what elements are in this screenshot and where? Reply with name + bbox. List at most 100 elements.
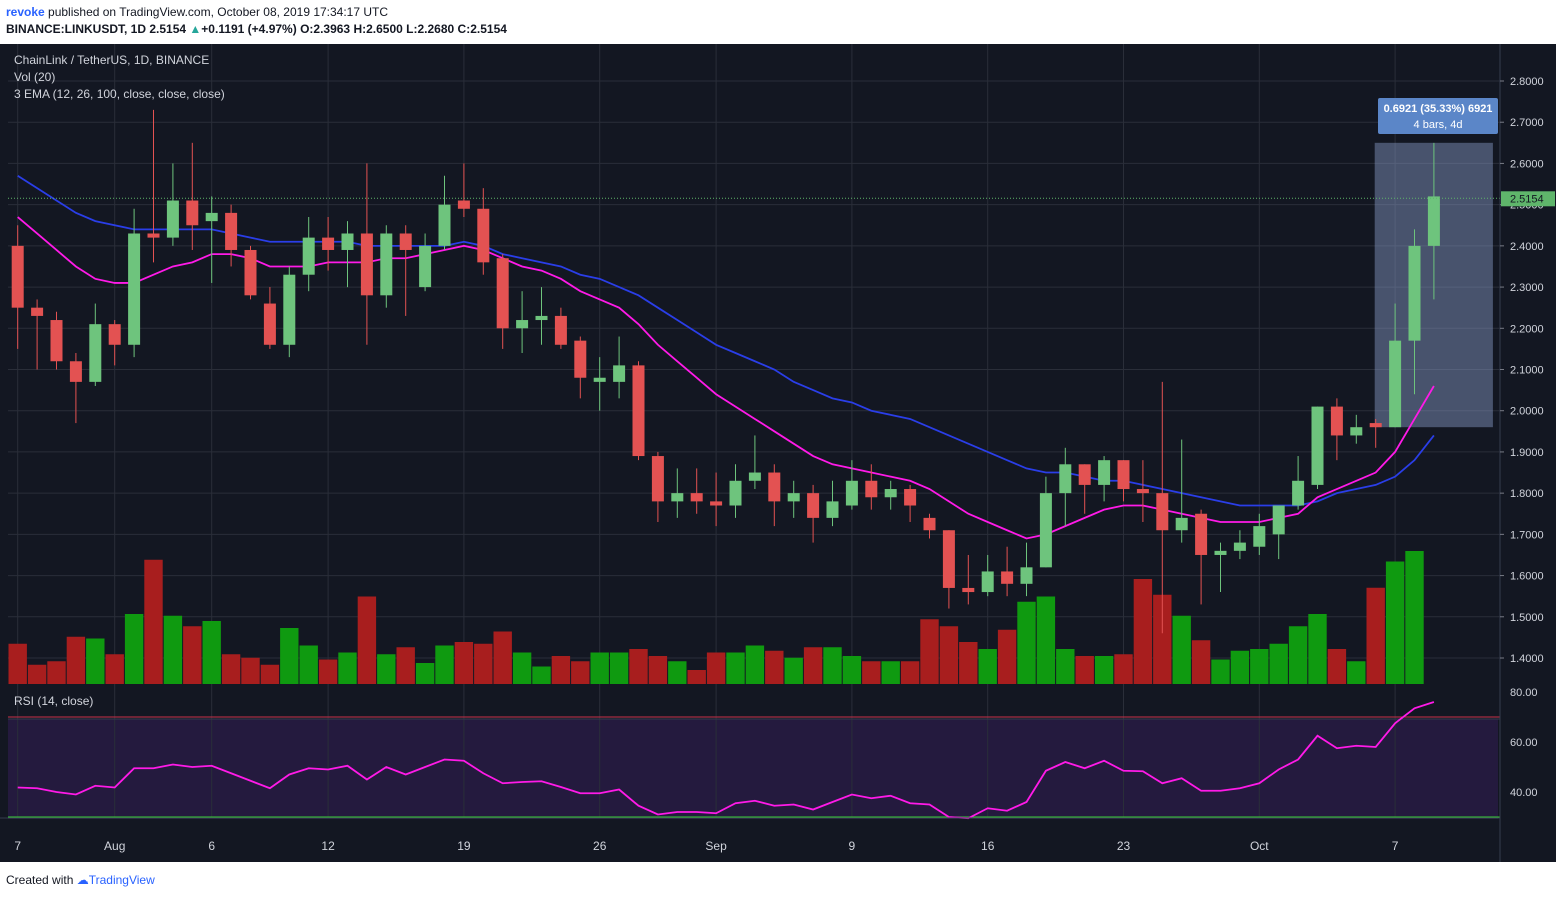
candle	[1175, 439, 1188, 543]
candle	[516, 291, 529, 354]
volume-bar	[1056, 649, 1075, 684]
volume-bar	[1327, 649, 1347, 684]
candle	[787, 480, 800, 518]
volume-bar	[124, 614, 144, 684]
time-tick-label: 7	[14, 839, 21, 853]
price-tick-label: 1.5000	[1510, 612, 1544, 624]
volume-bar	[105, 654, 124, 684]
candle	[1098, 456, 1111, 502]
candle	[593, 357, 606, 411]
candle	[904, 484, 917, 522]
volume-bar	[454, 642, 474, 684]
candle	[1020, 542, 1033, 597]
high-value: 2.6500	[366, 22, 403, 36]
time-tick-label: 23	[1117, 839, 1131, 853]
candle	[186, 142, 199, 250]
candle-body	[729, 480, 742, 506]
candle-body	[1330, 406, 1343, 436]
volume-bar	[1250, 649, 1269, 684]
ema-26-line	[17, 175, 1435, 507]
candle-body	[302, 237, 315, 275]
candle	[632, 361, 645, 461]
candle-body	[108, 324, 121, 345]
candles[interactable]	[11, 109, 1440, 634]
publish-line: revoke published on TradingView.com, Oct…	[6, 5, 388, 19]
candle-body	[11, 245, 24, 308]
candle	[496, 254, 509, 349]
volume-bar	[415, 663, 435, 684]
candle-body	[147, 233, 160, 238]
ohlc-line: BINANCE:LINKUSDT, 1D 2.5154 ▲+0.1191 (+4…	[6, 22, 507, 36]
candle-body	[1233, 542, 1246, 551]
time-tick-label: Sep	[705, 839, 727, 853]
close-label: C:	[457, 22, 471, 36]
candle	[438, 175, 451, 250]
candle-body	[942, 530, 955, 588]
volume-bar	[1114, 654, 1133, 684]
candle	[807, 484, 820, 543]
candle-body	[399, 233, 412, 250]
open-label: O:	[300, 22, 314, 36]
candle-body	[1350, 427, 1363, 436]
candle	[535, 287, 548, 345]
price-axis[interactable]: 2.80002.70002.60002.50002.40002.30002.20…	[1500, 76, 1544, 665]
candle-body	[1175, 517, 1188, 531]
volume-bar	[1094, 656, 1114, 684]
created-with-text: Created with	[6, 873, 74, 887]
time-axis[interactable]: 7 Aug 6 12 19 26 Sep 9 16 23 Oct 7	[14, 839, 1398, 853]
volume-bar	[1347, 661, 1366, 684]
candle	[399, 225, 412, 316]
candle-body	[516, 320, 529, 329]
volume-bar	[881, 661, 900, 684]
candle-body	[651, 456, 664, 502]
price-tick-label: 1.9000	[1510, 447, 1544, 459]
candle	[613, 336, 626, 399]
price-tick-label: 2.3000	[1510, 282, 1544, 294]
volume-bar	[86, 638, 105, 684]
time-tick-label: 7	[1392, 839, 1399, 853]
last-price-tag-text: 2.5154	[1510, 193, 1544, 205]
candle-body	[1292, 480, 1305, 506]
candle-body	[613, 365, 626, 382]
volume-bar	[745, 645, 765, 684]
candle-body	[128, 233, 141, 345]
candle-body	[981, 571, 994, 593]
tradingview-link[interactable]: TradingView	[88, 873, 155, 887]
candle-body	[807, 493, 820, 518]
candle-body	[787, 493, 800, 502]
candle-body	[1195, 513, 1208, 555]
volume-bar	[1036, 596, 1056, 684]
ema-legend: 3 EMA (12, 26, 100, close, close, close)	[14, 87, 225, 101]
price-chart[interactable]: 2.80002.70002.60002.50002.40002.30002.20…	[0, 44, 1560, 862]
volume-bar	[47, 661, 66, 684]
candle-body	[710, 501, 723, 506]
open-value: 2.3963	[313, 22, 351, 36]
candle	[1311, 406, 1324, 490]
volume-bar	[1153, 594, 1172, 684]
candle-body	[923, 517, 936, 531]
candle	[302, 217, 315, 292]
candle	[671, 468, 684, 518]
candle-body	[438, 204, 451, 246]
candle-body	[166, 200, 179, 238]
candle-body	[1020, 567, 1033, 584]
time-tick-label: 12	[321, 839, 335, 853]
candle-body	[69, 361, 82, 382]
volume-bar	[862, 661, 881, 684]
candle	[360, 163, 373, 345]
volume-bar	[512, 652, 532, 684]
author-link[interactable]: revoke	[6, 5, 45, 19]
measure-tooltip	[1378, 98, 1498, 134]
volume-bar	[900, 661, 920, 684]
measure-bars: 4 bars, 4d	[1414, 119, 1463, 131]
volume-bar	[1017, 601, 1036, 684]
last-price-tag	[1501, 191, 1555, 207]
candle-body	[671, 493, 684, 502]
candle	[1272, 505, 1285, 560]
price-tick-label: 1.7000	[1510, 529, 1544, 541]
price-tick-label: 2.7000	[1510, 117, 1544, 129]
volume-bar	[474, 643, 493, 684]
volume-bar	[784, 657, 803, 684]
volume-bar	[803, 647, 823, 684]
rsi-tick-label: 80.00	[1510, 687, 1538, 699]
